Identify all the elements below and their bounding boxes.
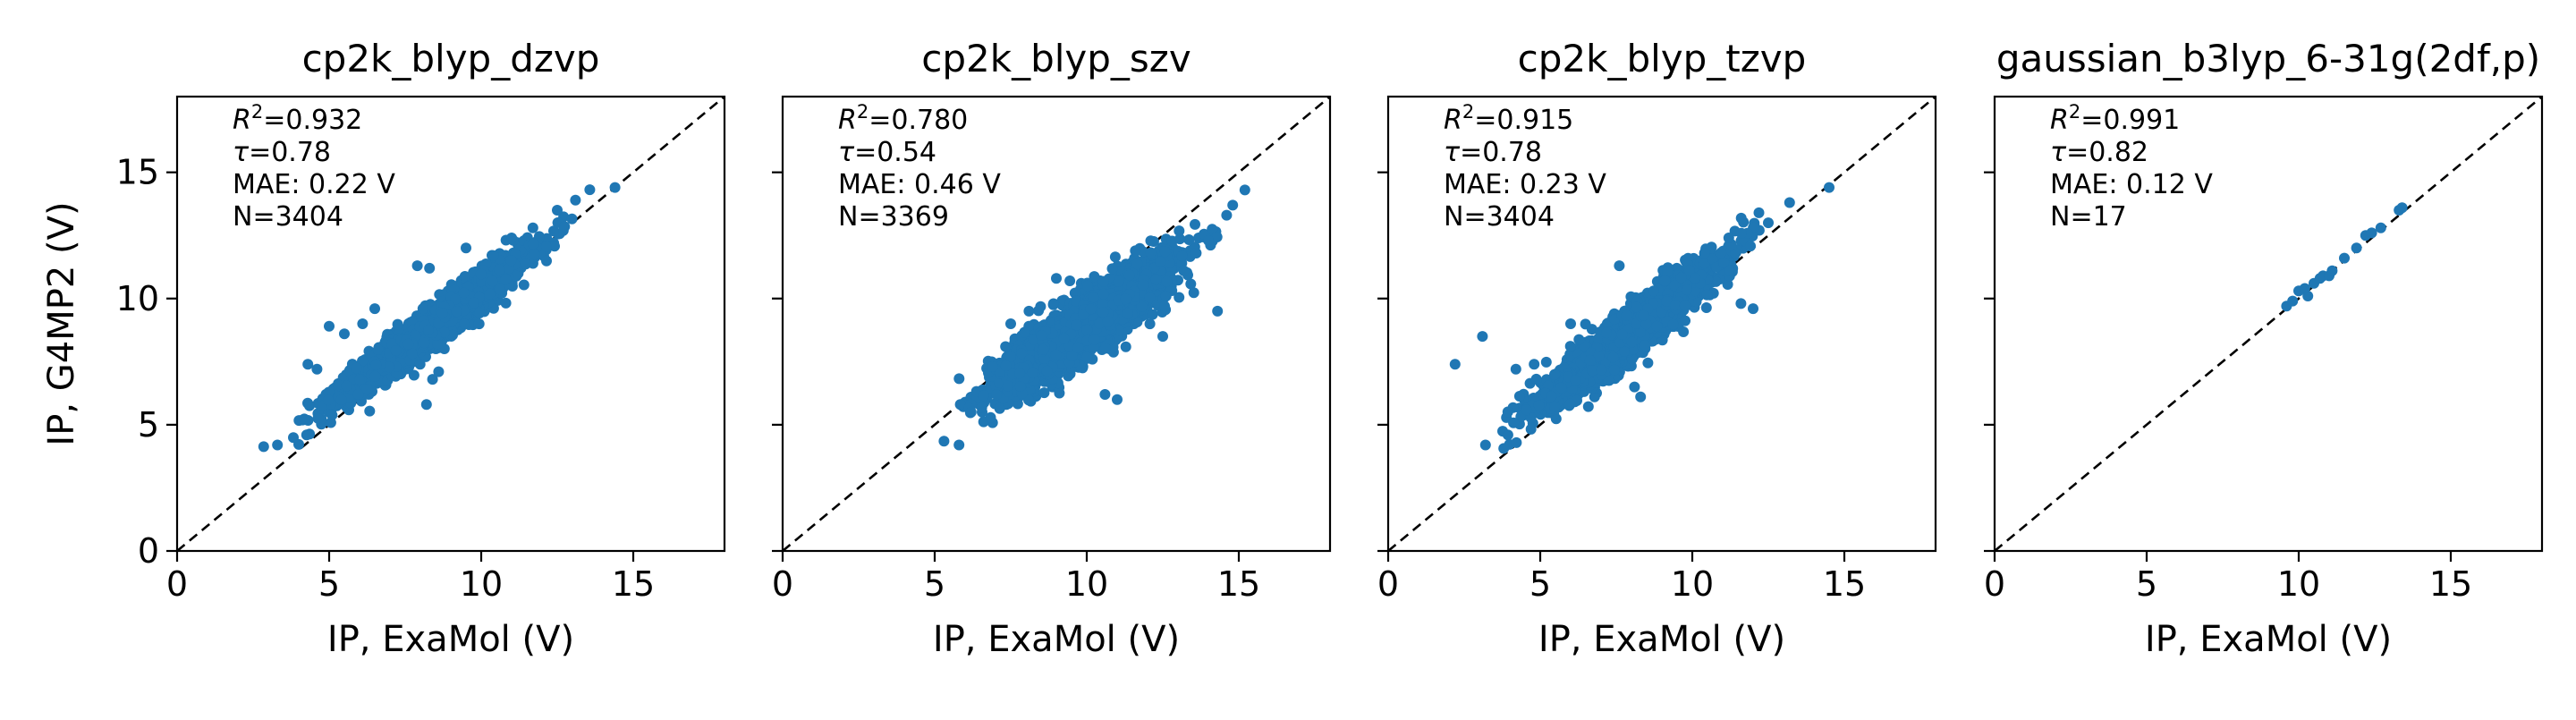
data-point xyxy=(459,288,470,299)
y-tick-label: 5 xyxy=(138,405,159,445)
data-point xyxy=(459,318,470,329)
stat-tau: τ=0.78 xyxy=(233,137,331,168)
stat-mae: MAE: 0.22 V xyxy=(233,169,395,200)
data-point xyxy=(369,303,380,314)
data-point xyxy=(421,399,432,410)
data-point xyxy=(423,325,434,335)
data-point xyxy=(474,318,485,329)
panel-title: cp2k_blyp_szv xyxy=(921,37,1191,80)
data-point xyxy=(521,258,531,269)
panel-title: cp2k_blyp_dzvp xyxy=(302,37,600,80)
data-point xyxy=(433,367,444,377)
data-point xyxy=(519,280,530,291)
x-tick-label: 5 xyxy=(318,564,340,604)
data-point xyxy=(452,306,462,317)
x-tick-label: 10 xyxy=(460,564,503,604)
data-point xyxy=(302,359,313,369)
data-point xyxy=(559,221,570,232)
data-point xyxy=(938,436,949,446)
data-point xyxy=(424,263,435,274)
data-point xyxy=(272,440,283,451)
data-point xyxy=(354,374,365,385)
data-point xyxy=(304,401,315,411)
data-point xyxy=(487,275,498,286)
data-point xyxy=(610,182,621,193)
data-point xyxy=(362,384,373,394)
data-point xyxy=(437,308,448,318)
data-point xyxy=(570,195,580,206)
data-point xyxy=(402,339,413,350)
data-point xyxy=(299,413,309,424)
data-point xyxy=(505,255,516,266)
data-point xyxy=(418,303,428,314)
x-tick-label: 0 xyxy=(166,564,188,604)
panel-1: cp2k_blyp_dzvp 0 5 10 15 0 5 10 15 IP, ExaMol (V)… xyxy=(41,37,724,660)
data-point xyxy=(476,268,487,279)
data-point xyxy=(469,298,479,309)
stat-r2: R2=0.932 xyxy=(233,101,362,136)
stat-n: N=3404 xyxy=(233,201,343,233)
data-point xyxy=(494,264,504,275)
y-axis-label: IP, G4MP2 (V) xyxy=(41,201,82,445)
y-tick-label: 0 xyxy=(138,531,159,571)
data-point xyxy=(391,345,402,356)
data-point xyxy=(311,364,322,375)
data-point xyxy=(369,371,380,382)
data-point xyxy=(1110,251,1121,262)
data-point xyxy=(352,363,362,374)
y-tick-label: 10 xyxy=(116,279,159,318)
data-point xyxy=(488,250,499,261)
data-point xyxy=(407,348,418,359)
data-point xyxy=(415,359,426,369)
data-point xyxy=(364,406,375,417)
data-point xyxy=(528,239,538,250)
data-point xyxy=(1145,318,1156,329)
data-point xyxy=(412,260,423,271)
data-point xyxy=(339,328,350,339)
data-point xyxy=(301,429,312,440)
data-point xyxy=(461,242,471,253)
data-point xyxy=(484,289,495,300)
points xyxy=(938,184,1250,450)
data-point xyxy=(326,410,337,420)
data-point xyxy=(313,413,324,424)
data-point xyxy=(552,205,563,216)
data-point xyxy=(324,321,335,332)
data-point xyxy=(541,241,552,252)
data-point xyxy=(501,298,512,309)
data-point xyxy=(953,373,964,384)
data-point xyxy=(393,319,403,330)
data-point xyxy=(419,337,430,348)
data-point xyxy=(357,318,368,329)
data-point xyxy=(541,256,552,267)
y-tick-label: 15 xyxy=(116,153,159,192)
data-point xyxy=(495,284,505,294)
x-tick-label: 15 xyxy=(612,564,655,604)
data-point xyxy=(258,441,269,452)
data-point xyxy=(500,274,511,284)
data-point xyxy=(336,394,347,405)
data-point xyxy=(370,360,381,370)
x-axis-label: IP, ExaMol (V) xyxy=(327,619,574,660)
data-point xyxy=(584,184,595,195)
data-point xyxy=(548,225,559,236)
data-point xyxy=(528,223,538,233)
data-point xyxy=(288,432,299,443)
data-point xyxy=(506,233,517,243)
data-point xyxy=(474,308,485,318)
data-point xyxy=(323,394,334,405)
data-point xyxy=(529,249,539,259)
data-point xyxy=(342,381,352,392)
data-point xyxy=(986,412,996,423)
